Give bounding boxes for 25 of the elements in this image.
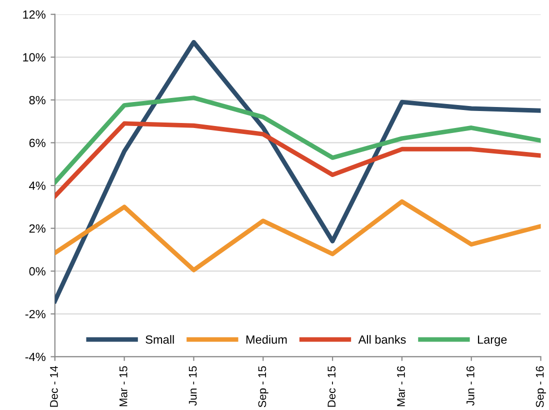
x-tick-label: Sep - 15 [258, 366, 268, 408]
legend-label: All banks [358, 335, 406, 344]
x-tick-label: Jun - 15 [188, 366, 197, 406]
legend-label: Small [146, 335, 174, 344]
line-series [54, 96, 541, 185]
y-tick-label: 8% [29, 96, 46, 104]
x-tick-label: Dec - 15 [328, 366, 336, 407]
line-series [54, 121, 541, 198]
line-series [54, 40, 541, 304]
y-tick-label: -2% [25, 310, 46, 318]
x-tick-label: Sep - 16 [536, 366, 546, 408]
y-tick-label: 6% [29, 138, 46, 148]
legend-label: Large [478, 336, 507, 346]
y-tick-label: 10% [23, 53, 46, 62]
x-tick-label: Mar - 15 [120, 366, 128, 406]
x-tick-label: Mar - 16 [397, 366, 405, 406]
x-tick-label: Jun - 16 [466, 366, 474, 406]
legend-label: Medium [246, 335, 287, 344]
y-tick-label: -4% [25, 352, 46, 362]
y-tick-label: 12% [23, 10, 46, 19]
y-tick-label: 0% [29, 267, 46, 276]
y-tick-label: 4% [29, 182, 46, 190]
line-series [54, 199, 541, 272]
y-tick-label: 2% [29, 224, 46, 233]
x-tick-label: Dec - 14 [50, 366, 58, 407]
